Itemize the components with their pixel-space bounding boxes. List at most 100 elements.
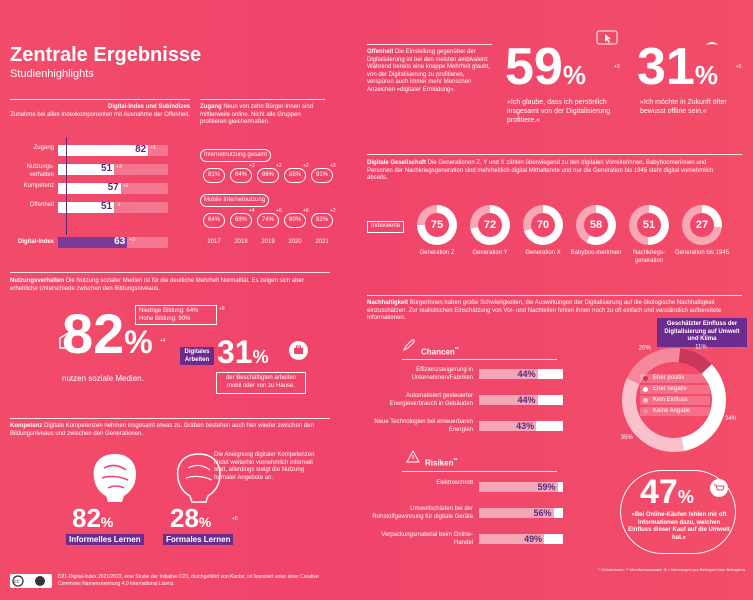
warning-icon	[406, 449, 420, 463]
risk-value: 49%	[524, 534, 543, 544]
risk-bar: 49%	[479, 534, 545, 544]
education-box: Niedrige Bildung: 64% Hohe Bildung: 90%	[135, 305, 217, 325]
generation-ring: 70	[523, 205, 563, 245]
index-bar-value: 82	[135, 144, 147, 155]
online-value: 47	[640, 473, 678, 511]
donut-slice	[681, 364, 726, 452]
chance-label: Neue Technologien bei erneuerbaren Energ…	[374, 419, 473, 433]
donut-legend-item: Eher negativ	[640, 385, 710, 394]
generation-label: Generation Y	[472, 250, 508, 256]
generation-label: Generation bis 1945	[674, 250, 730, 256]
chance-bar: 44%	[479, 395, 538, 405]
mobile-value: 82%	[311, 213, 333, 228]
index-values-label: Indexwerte	[367, 221, 405, 233]
donut-legend-dot	[643, 387, 648, 392]
generation-value: 70	[531, 213, 555, 237]
generation-value: 27	[690, 213, 714, 237]
year-label: 2019	[261, 239, 275, 245]
page-subtitle: Studienhighlights	[10, 68, 94, 80]
competence-heading: Kompetenz	[10, 423, 43, 429]
risk-bar: 56%	[479, 508, 554, 518]
mobile-delta: +4	[249, 208, 255, 214]
donut-legend-label: Kein Einfluss	[653, 397, 688, 403]
donut-legend-item: Eher positiv	[640, 374, 710, 383]
internet-delta: +2	[303, 163, 309, 169]
openness-stat2: 31%	[637, 38, 718, 104]
usage-big-delta: +4	[160, 338, 166, 344]
chance-bar-track: 44%	[479, 369, 563, 379]
society-text: Digitale Gesellschaft Die Generationen Z…	[367, 160, 722, 183]
index-bar-delta: -1	[116, 202, 121, 208]
internet-delta: +3	[330, 163, 336, 169]
index-bar-delta: +3	[116, 164, 122, 170]
society-heading: Digitale Gesellschaft	[367, 160, 427, 166]
risks-label: Risiken	[425, 458, 454, 468]
stat2-text: »Ich möchte in Zukunft öfter bewusst off…	[640, 99, 727, 115]
index-bar-track: 82 +1	[58, 144, 168, 156]
generation-value: 75	[425, 213, 449, 237]
generation-value: 51	[637, 213, 661, 237]
donut-slice	[626, 348, 681, 385]
generation-ring: 51	[629, 205, 669, 245]
informal-label: Informelles Lernen	[66, 534, 144, 545]
chance-value: 43%	[516, 421, 535, 431]
generation-label: Babyboo-merinnen	[570, 250, 622, 256]
mobile-value: 64%	[203, 213, 225, 228]
index-bar: 57	[58, 182, 121, 194]
openness-heading: Offenheit	[367, 49, 394, 55]
index-total-track: 63 +3	[58, 236, 168, 248]
mobile-usage-row: 64% 68% +4 74% +6 80% +6 82% +2	[200, 208, 336, 231]
usage-big-number: 82%	[62, 304, 153, 372]
online-number: 47%	[640, 473, 694, 516]
year-label: 2020	[288, 239, 302, 245]
donut-legend-label: Eher negativ	[653, 386, 687, 392]
mobile-delta: +2	[330, 208, 336, 214]
chance-bar: 43%	[479, 421, 537, 431]
generation-label: Generation X	[525, 250, 561, 256]
society-body: Die Generationen Z, Y und X zählen überw…	[367, 160, 714, 181]
generation-ring: 75	[417, 205, 457, 245]
internet-value: 86%	[257, 168, 279, 183]
stat2-value: 31	[637, 38, 695, 96]
chance-bar-track: 43%	[479, 421, 563, 431]
stat1-unit: %	[562, 60, 586, 90]
chances-mark: **	[454, 347, 459, 353]
mobile-value: 80%	[284, 213, 306, 228]
index-bar-value: 57	[107, 182, 119, 193]
index-bar-chart: Zugang 82 +1 Nutzungs- verhalten 51 +3 Kompete…	[10, 137, 190, 255]
usage-text: Nutzungsverhalten Die Nutzung sozialer M…	[10, 278, 330, 293]
usage-heading: Nutzungsverhalten	[10, 278, 65, 284]
access-text: Zugang Neun von zehn Bürger-Innen sind m…	[200, 104, 328, 127]
openness-body: Die Einstellung gegenüber der Digitalisi…	[367, 49, 491, 93]
donut-legend-dot	[643, 409, 648, 414]
risks-bar-chart: Elektroschrott 59% Umweltschäden bei der R…	[367, 480, 563, 550]
chance-value: 44%	[517, 395, 536, 405]
brain-informal-icon	[86, 448, 144, 506]
work-value: 31	[217, 334, 253, 370]
chances-label: Chancen	[421, 347, 455, 357]
generation-ring: 72	[470, 205, 510, 245]
mobile-delta: +6	[303, 208, 309, 214]
risks-heading: Risiken**	[425, 458, 457, 468]
competence-side-text: Die Aneignung digitaler Kompetenzen find…	[214, 452, 315, 481]
donut-legend-label: Keine Angabe	[653, 408, 691, 414]
donut-slice	[678, 348, 712, 374]
risk-value: 56%	[533, 508, 552, 518]
index-row-label: Nutzungs- verhalten	[26, 164, 54, 178]
mobile-label: Mobile Internetnutzung	[200, 194, 270, 207]
index-total-delta: +3	[129, 237, 135, 243]
brain-formal-icon	[170, 448, 228, 506]
cc-by-icon: cc	[10, 574, 52, 588]
social-media-icon	[58, 330, 72, 350]
index-bar-delta: +2	[122, 183, 129, 189]
formal-label: Formales Lernen	[163, 534, 234, 545]
usage-big-value: 82	[62, 302, 125, 365]
index-intro: Digital-Index und Subindizes Zunahme bei…	[10, 104, 190, 119]
donut-legend-dot	[643, 376, 648, 381]
internet-delta: +3	[249, 163, 255, 169]
work-unit: %	[252, 347, 269, 367]
online-unit: %	[677, 487, 694, 507]
sustain-heading: Nachhaltigkeit	[367, 300, 409, 306]
formal-value: 28	[170, 503, 199, 533]
donut-slice-label: 20%	[639, 346, 652, 352]
